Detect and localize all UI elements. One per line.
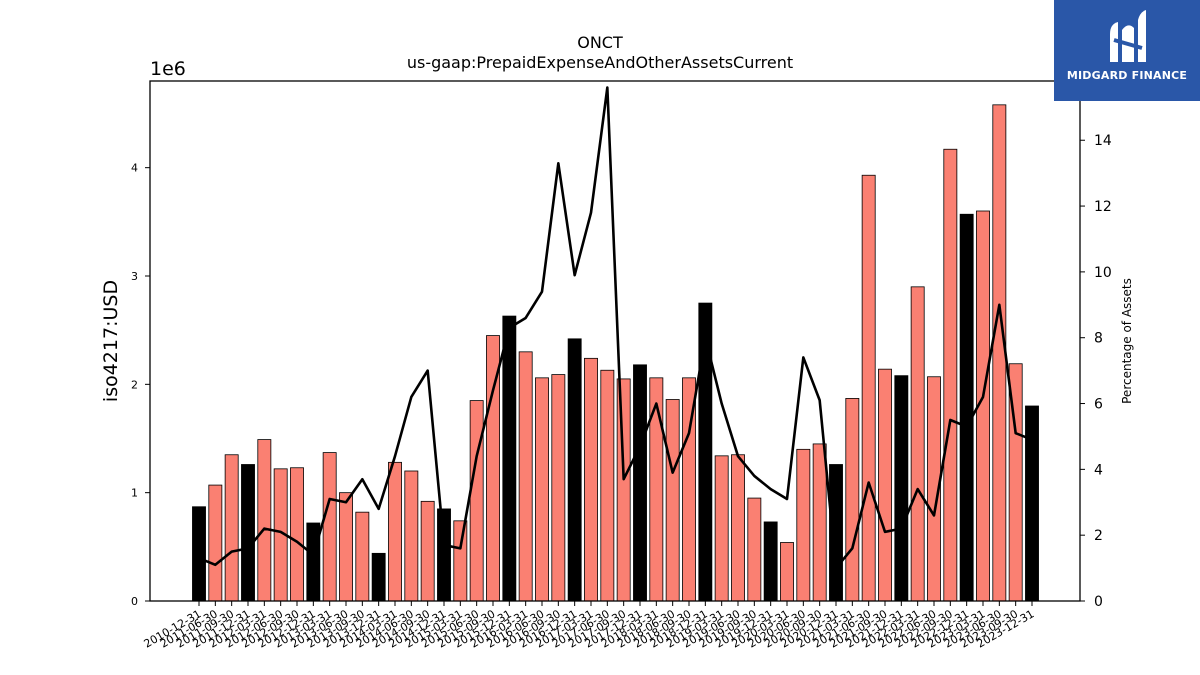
bar [894,375,909,602]
y-multiplier-label: 1e6 [150,58,186,80]
y2-tick-label: 4 [1094,462,1103,478]
bar [420,500,435,602]
bar [910,286,925,602]
bar [208,484,223,602]
bar [224,454,239,602]
bar [567,338,582,602]
bar [943,148,958,602]
y-tick-label: 2 [131,378,138,391]
y2-tick-label: 6 [1094,397,1103,413]
logo-text: MIDGARD FINANCE [1066,69,1188,82]
y2-tick-label: 14 [1094,133,1112,149]
bar [192,506,206,602]
y2-tick-label: 10 [1094,265,1112,281]
y-tick-label: 0 [131,595,138,608]
y2-axis-label: Percentage of Assets [1120,278,1134,404]
bar [633,364,647,602]
y-axis-label: iso4217:USD [100,280,122,402]
bar [371,552,386,602]
line-path [198,86,1033,570]
chart-title: ONCT [577,33,623,52]
bar [469,400,484,602]
line-series [198,86,1033,570]
bar [616,378,631,602]
bar [257,439,272,602]
bar [845,398,860,602]
bar [437,508,451,602]
y-tick-label: 3 [131,270,138,283]
bar [812,443,827,602]
bar [339,492,353,602]
bar [1025,405,1039,602]
bar [355,511,370,602]
bar [502,315,517,602]
bar [241,464,255,602]
y2-tick-label: 0 [1094,594,1103,610]
bar [290,467,304,602]
bar [535,377,549,602]
bar [780,542,794,602]
bar [649,377,664,602]
bar [861,174,876,602]
y-tick-label: 4 [131,162,138,175]
axes: 01234024681012142010-12-312011-06-302011… [131,133,1112,650]
bar [698,302,713,602]
bar-series [192,104,1039,602]
bar [600,369,615,602]
plot-frame [149,80,1081,602]
bar [714,455,729,602]
bar [731,454,745,602]
y2-tick-label: 12 [1094,199,1112,215]
bar [878,368,892,602]
bar [518,351,533,602]
logo-mark-icon [1110,10,1146,62]
bar [747,497,762,602]
y2-tick-label: 2 [1094,528,1103,544]
bar [763,521,778,602]
bar [453,520,468,602]
chart-subtitle: us-gaap:PrepaidExpenseAndOtherAssetsCurr… [406,53,794,72]
y2-tick-label: 8 [1094,331,1103,347]
bar [322,452,337,602]
bar [584,357,598,602]
brand-logo: MIDGARD FINANCE [1054,0,1200,101]
bar [665,399,680,602]
bar [388,461,402,602]
bar [404,470,419,602]
bar [796,448,811,602]
bar [992,104,1007,602]
bar [551,374,566,602]
y-tick-label: 1 [131,487,138,500]
bar [959,213,974,602]
